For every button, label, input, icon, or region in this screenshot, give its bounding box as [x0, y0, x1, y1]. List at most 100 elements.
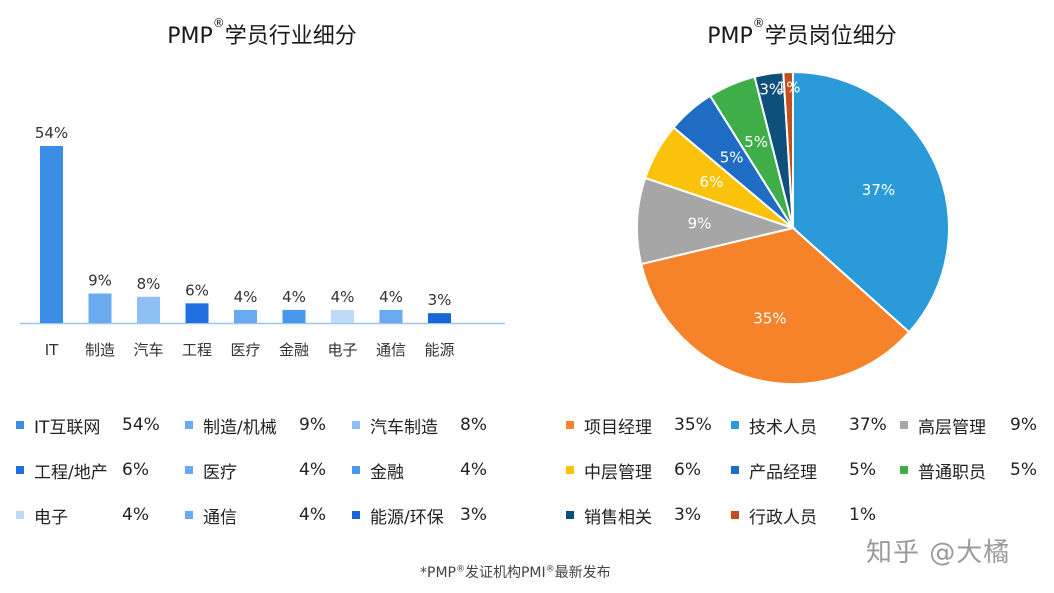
bar-金融: [282, 309, 306, 323]
legend-label: 高层管理: [918, 417, 986, 438]
legend-item: 电子 4%: [16, 504, 149, 528]
pie-data-label: 1%: [777, 79, 801, 97]
pie-data-label: 35%: [753, 310, 786, 328]
legend-item: 汽车制造 8%: [352, 414, 487, 438]
bar-data-label: 4%: [379, 288, 403, 306]
bar-category-label: IT: [45, 341, 59, 359]
bar-data-label: 8%: [137, 275, 161, 293]
bar-data-label: 4%: [331, 288, 355, 306]
legend-swatch: [900, 421, 908, 429]
legend-label: 工程/地产: [34, 462, 108, 483]
footnote: *PMP®发证机构PMI®最新发布: [420, 562, 611, 582]
legend-item: 中层管理 6%: [566, 459, 701, 483]
legend-item: 普通职员 5%: [900, 459, 1037, 483]
legend-swatch: [16, 511, 24, 519]
bar-制造: [88, 293, 112, 323]
legend-label: 电子: [34, 507, 68, 528]
pie-data-label: 5%: [720, 148, 744, 166]
legend-label: 能源/环保: [370, 507, 444, 528]
legend-swatch: [352, 466, 360, 474]
legend-swatch: [185, 511, 193, 519]
legend-swatch: [900, 466, 908, 474]
bar-title-main: PMP: [167, 24, 213, 49]
bar-chart-title: PMP®学员行业细分: [167, 16, 357, 50]
legend-value: 8%: [460, 415, 487, 435]
legend-value: 35%: [674, 415, 712, 435]
legend-item: 医疗 4%: [185, 459, 326, 483]
bar-category-label: 制造: [85, 341, 115, 359]
footnote-prefix: *PMP: [420, 565, 456, 581]
pie-slice-技术人员: [792, 70, 950, 334]
bar-data-label: 3%: [428, 291, 452, 309]
legend-item: 制造/机械 9%: [185, 414, 326, 438]
legend-item: 能源/环保 3%: [352, 504, 487, 528]
pie-data-label: 3%: [759, 80, 783, 98]
legend-swatch: [185, 466, 193, 474]
legend-item: 项目经理 35%: [566, 414, 712, 438]
legend-label: IT互联网: [34, 417, 101, 438]
legend-label: 项目经理: [584, 417, 652, 438]
footnote-middle: 发证机构PMI: [464, 565, 546, 581]
legend-label: 产品经理: [749, 462, 817, 483]
footnote-mark-2: ®: [545, 564, 555, 575]
legend-label: 行政人员: [749, 507, 817, 528]
legend-value: 37%: [849, 415, 887, 435]
legend-swatch: [731, 421, 739, 429]
bar-data-label: 6%: [185, 281, 209, 299]
legend-label: 金融: [370, 462, 404, 483]
legend-label: 汽车制造: [370, 417, 438, 438]
bar-category-label: 能源: [424, 341, 454, 359]
legend-item: 产品经理 5%: [731, 459, 876, 483]
bar-通信: [379, 309, 403, 323]
legend-value: 5%: [1010, 460, 1037, 480]
legend-swatch: [731, 511, 739, 519]
legend-value: 54%: [122, 415, 160, 435]
legend-label: 技术人员: [749, 417, 817, 438]
pie-data-label: 6%: [700, 173, 724, 191]
legend-swatch: [566, 466, 574, 474]
legend-swatch: [352, 511, 360, 519]
legend-item: 金融 4%: [352, 459, 487, 483]
legend-label: 普通职员: [918, 462, 986, 483]
legend-swatch: [731, 466, 739, 474]
bar-data-label: 4%: [234, 288, 258, 306]
bar-category-label: 金融: [279, 341, 309, 359]
pie-title-mark: ®: [752, 16, 765, 30]
pie-slice-项目经理: [640, 226, 911, 385]
legend-value: 9%: [1010, 415, 1037, 435]
pie-title-rest: 学员岗位细分: [764, 24, 897, 49]
bar-医疗: [234, 309, 257, 323]
bar-category-label: 工程: [182, 341, 212, 359]
bar-电子: [331, 309, 354, 323]
legend-value: 3%: [674, 505, 701, 525]
legend-value: 4%: [299, 460, 326, 480]
legend-swatch: [16, 466, 24, 474]
bar-data-label: 4%: [282, 288, 306, 306]
bar-category-label: 电子: [327, 341, 357, 359]
legend-value: 4%: [460, 460, 487, 480]
legend-label: 销售相关: [584, 507, 652, 528]
legend-swatch: [566, 421, 574, 429]
bar-category-label: 医疗: [230, 341, 260, 359]
bar-汽车: [137, 296, 160, 323]
legend-item: 技术人员 37%: [731, 414, 887, 438]
legend-swatch: [185, 421, 193, 429]
pie-slice-行政人员: [782, 70, 794, 229]
bar-data-label: 54%: [35, 124, 68, 142]
legend-swatch: [566, 511, 574, 519]
legend-label: 医疗: [203, 462, 237, 483]
bar-IT: [40, 146, 63, 323]
legend-label: 制造/机械: [203, 417, 277, 438]
pie-chart: 37% 35% 9% 6% 5%5% 3%1%: [636, 70, 950, 385]
bar-category-label: 汽车: [133, 341, 163, 359]
legend-item: 高层管理 9%: [900, 414, 1037, 438]
legend-value: 1%: [849, 505, 876, 525]
bar-title-mark: ®: [212, 16, 225, 30]
legend-item: 通信 4%: [185, 504, 326, 528]
legend-value: 5%: [849, 460, 876, 480]
watermark: 知乎 @大橘: [866, 538, 1011, 568]
legend-label: 通信: [203, 507, 237, 528]
legend-swatch: [16, 421, 24, 429]
bar-能源: [428, 313, 451, 323]
bar-data-label: 9%: [88, 272, 112, 290]
